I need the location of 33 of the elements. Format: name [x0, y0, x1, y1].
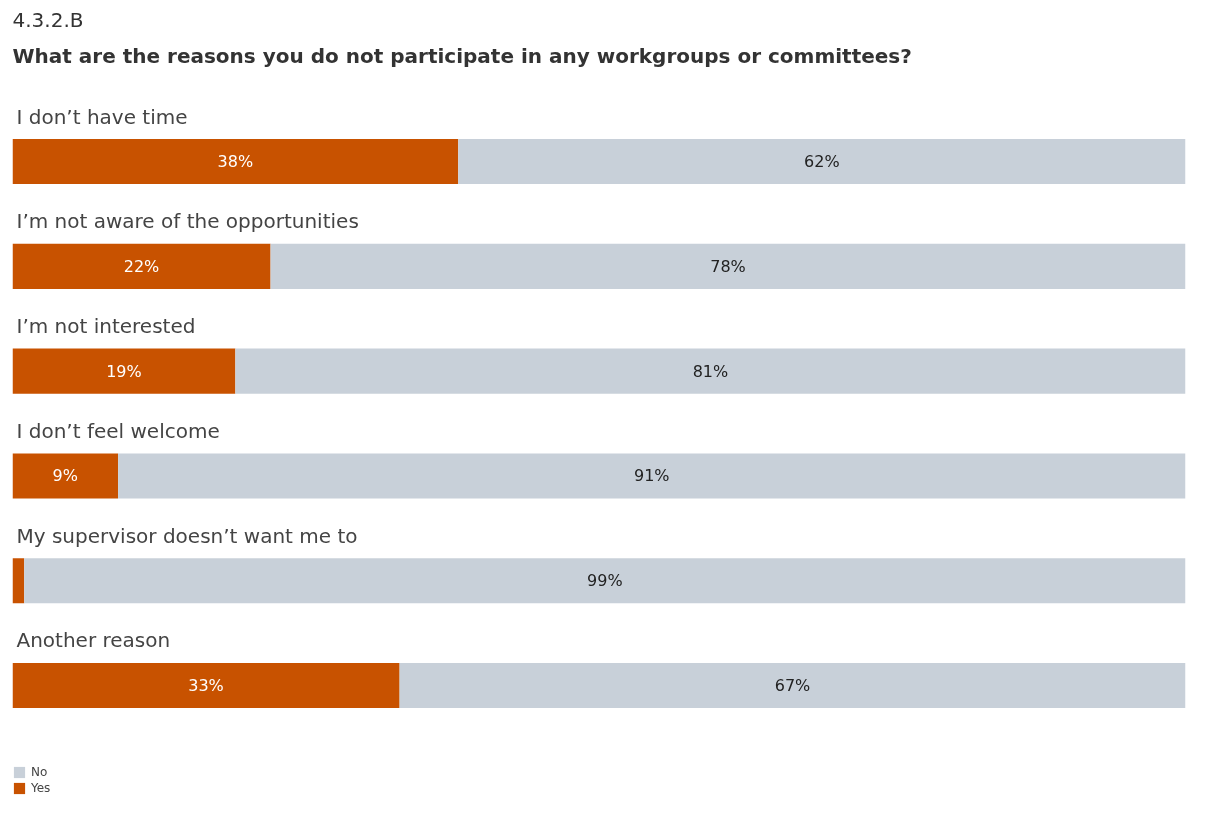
bar [399, 662, 1186, 709]
data-label: 99% [587, 571, 623, 591]
data-label: 22% [123, 256, 160, 276]
bar [12, 243, 271, 289]
y-tick-label: I’m not interested [16, 314, 196, 339]
legend-label: Yes [31, 781, 51, 795]
bar [24, 558, 1186, 604]
bar [458, 139, 1186, 185]
bar [12, 662, 400, 709]
data-label: 62% [804, 152, 840, 172]
chart-title: 4.3.2.B [12, 7, 84, 32]
y-tick-label: I’m not aware of the opportunities [16, 209, 359, 234]
data-label: 67% [774, 675, 811, 695]
y-tick-label: I don’t feel welcome [16, 418, 220, 443]
bar [235, 348, 1186, 394]
chart-subtitle: What are the reasons you do not participate in any workgroups or committees? [12, 43, 912, 68]
data-label: 78% [710, 256, 746, 276]
legend-label: No [31, 765, 49, 779]
data-label: 19% [106, 361, 142, 381]
bar [12, 348, 236, 394]
bar [12, 558, 25, 604]
bar [270, 243, 1186, 289]
data-label: 33% [188, 675, 224, 695]
bar [12, 453, 119, 499]
data-label: 81% [692, 361, 729, 381]
bar [118, 453, 1186, 499]
y-tick-label: I don’t have time [16, 104, 188, 129]
y-tick-label: Another reason [16, 628, 171, 653]
bar [12, 139, 459, 185]
data-label: 9% [52, 466, 78, 486]
data-label: 38% [217, 152, 254, 172]
y-tick-label: My supervisor doesn’t want me to [16, 523, 358, 548]
data-label: 91% [634, 466, 670, 486]
